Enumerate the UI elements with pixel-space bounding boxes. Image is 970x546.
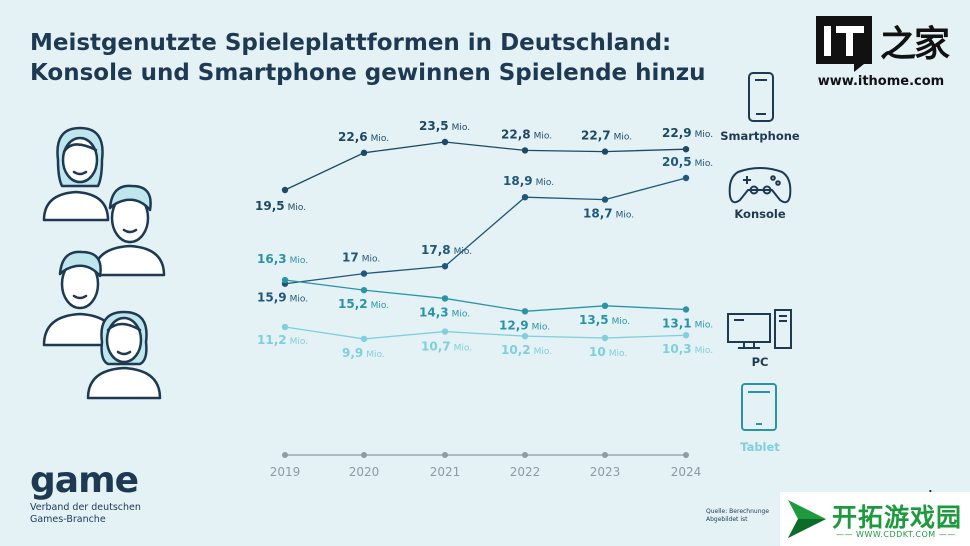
data-label: 9,9 Mio.	[342, 346, 385, 360]
x-axis-tick	[683, 452, 689, 458]
data-label: 10,3 Mio.	[662, 342, 713, 356]
data-point	[441, 263, 449, 270]
data-label: 18,7 Mio.	[583, 207, 634, 221]
data-label: 23,5 Mio.	[419, 119, 470, 133]
data-label: 12,9 Mio.	[499, 318, 550, 332]
data-label: 19,5 Mio.	[255, 199, 306, 213]
cddkt-logo-icon	[788, 500, 826, 538]
game-logo-subtitle: Verband der deutschen Games-Branche	[30, 502, 141, 526]
data-label: 13,5 Mio.	[579, 313, 630, 327]
data-label: 16,3 Mio.	[257, 252, 308, 266]
x-axis-tick	[522, 452, 528, 458]
series-line-konsole	[284, 177, 687, 285]
source-line-2: Abgebildet ist	[706, 516, 748, 523]
data-point	[360, 149, 368, 156]
gamepad-icon	[728, 167, 792, 204]
data-point	[281, 276, 289, 284]
ithome-watermark: 之 家 www.ithome.com	[806, 12, 956, 97]
data-point	[441, 138, 449, 146]
data-label: 17 Mio.	[342, 251, 380, 265]
cddkt-badge: 开拓游戏园 —— WWW.CDDKT.COM ——	[780, 492, 970, 546]
legend-label-konsole: Konsole	[734, 207, 785, 221]
data-label: 10 Mio.	[589, 345, 627, 359]
game-logo: game Verband der deutschen Games-Branche	[30, 462, 141, 526]
data-label: 15,2 Mio.	[338, 297, 389, 311]
source-note: Quelle: Berechnunge Abgebildet ist	[706, 508, 769, 524]
data-point	[441, 295, 449, 302]
x-axis-tick	[361, 452, 367, 458]
data-label: 18,9 Mio.	[503, 174, 554, 188]
x-tick-label: 2024	[671, 465, 702, 479]
data-point	[521, 332, 529, 340]
x-tick-label: 2022	[510, 465, 541, 479]
legend-label-pc: PC	[752, 355, 769, 369]
data-label: 10,7 Mio.	[421, 340, 472, 354]
svg-text:家: 家	[914, 24, 950, 65]
data-point	[682, 332, 690, 339]
legend-label-tablet: Tablet	[740, 440, 780, 454]
data-point	[521, 308, 529, 315]
people-illustration-icon	[42, 126, 166, 400]
series-line-smartphone	[284, 141, 687, 191]
game-logo-word: game	[30, 460, 139, 501]
data-label: 11,2 Mio.	[257, 333, 308, 347]
smartphone-icon	[748, 72, 774, 122]
data-point	[682, 146, 690, 153]
data-label: 22,7 Mio.	[581, 129, 632, 143]
data-point	[601, 196, 609, 203]
data-label: 10,2 Mio.	[501, 343, 552, 357]
data-point	[441, 328, 449, 335]
data-point	[281, 186, 289, 194]
data-label: 14,3 Mio.	[419, 305, 470, 319]
data-label: 13,1 Mio.	[662, 316, 713, 330]
data-label: 22,6 Mio.	[338, 130, 389, 144]
data-point	[601, 302, 609, 309]
data-point	[281, 323, 289, 331]
series-line-pc	[284, 279, 687, 312]
x-tick-label: 2020	[349, 465, 380, 479]
data-point	[601, 148, 609, 155]
cddkt-name: 开拓游戏园	[832, 503, 963, 532]
data-point	[360, 286, 368, 294]
data-point	[521, 194, 529, 201]
data-point	[601, 334, 609, 342]
subtitle-line-2: Games-Branche	[30, 514, 106, 525]
data-label: 15,9 Mio.	[257, 291, 308, 305]
x-axis-tick	[442, 452, 448, 458]
title-line-1: Meistgenutzte Spieleplattformen in Deuts…	[30, 30, 672, 56]
chart-title: Meistgenutzte Spieleplattformen in Deuts…	[30, 28, 706, 88]
ithome-logo-icon: 之 家	[816, 16, 950, 72]
cddkt-url: —— WWW.CDDKT.COM ——	[836, 530, 956, 539]
data-label: 22,8 Mio.	[501, 127, 552, 141]
x-tick-label: 2021	[430, 465, 461, 479]
ithome-url: www.ithome.com	[817, 74, 945, 89]
data-label: 22,9 Mio.	[662, 126, 713, 140]
data-point	[682, 306, 690, 313]
data-label: 20,5 Mio.	[662, 155, 713, 169]
data-point	[521, 147, 529, 154]
svg-text:之: 之	[880, 24, 916, 65]
tablet-icon	[741, 383, 777, 431]
data-label: 17,8 Mio.	[421, 243, 472, 257]
data-point	[682, 174, 690, 182]
legend-label-smartphone: Smartphone	[720, 129, 800, 143]
data-point	[360, 270, 368, 277]
subtitle-line-1: Verband der deutschen	[30, 502, 141, 513]
source-line-1: Quelle: Berechnunge	[706, 508, 770, 515]
x-tick-label: 2019	[270, 465, 301, 479]
pc-icon	[727, 309, 792, 349]
series-line-tablet	[284, 326, 687, 340]
title-line-2: Konsole und Smartphone gewinnen Spielend…	[30, 60, 706, 86]
x-axis-tick	[282, 452, 288, 458]
x-axis-tick	[602, 452, 608, 458]
x-tick-label: 2023	[590, 465, 621, 479]
data-point	[360, 335, 368, 343]
